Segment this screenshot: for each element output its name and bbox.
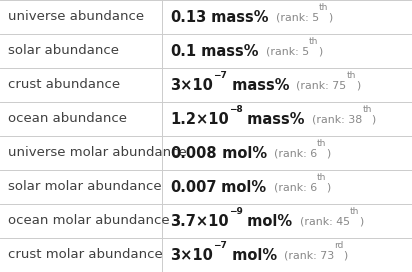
Text: 0.007: 0.007 xyxy=(170,180,216,194)
Text: th: th xyxy=(346,71,356,80)
Text: (rank: 38: (rank: 38 xyxy=(305,114,362,124)
Text: mass%: mass% xyxy=(227,78,289,92)
Text: th: th xyxy=(350,207,359,216)
Text: ): ) xyxy=(359,216,363,226)
Text: solar abundance: solar abundance xyxy=(8,45,119,57)
Text: crust abundance: crust abundance xyxy=(8,79,120,91)
Text: −7: −7 xyxy=(213,71,227,80)
Text: ): ) xyxy=(326,182,330,192)
Text: th: th xyxy=(317,173,326,182)
Text: solar molar abundance: solar molar abundance xyxy=(8,181,162,193)
Text: mol%: mol% xyxy=(216,180,267,194)
Text: ): ) xyxy=(344,250,348,260)
Text: ): ) xyxy=(328,12,332,22)
Text: ocean molar abundance: ocean molar abundance xyxy=(8,215,170,227)
Text: mass%: mass% xyxy=(206,10,269,24)
Text: th: th xyxy=(309,37,318,46)
Text: 3×10: 3×10 xyxy=(170,248,213,262)
Text: ): ) xyxy=(356,80,360,90)
Text: ): ) xyxy=(318,46,322,56)
Text: mol%: mol% xyxy=(217,146,267,160)
Text: 0.008: 0.008 xyxy=(170,146,217,160)
Text: (rank: 6: (rank: 6 xyxy=(267,182,317,192)
Text: (rank: 73: (rank: 73 xyxy=(277,250,334,260)
Text: −8: −8 xyxy=(229,105,243,114)
Text: crust molar abundance: crust molar abundance xyxy=(8,249,163,261)
Text: 3×10: 3×10 xyxy=(170,78,213,92)
Text: 0.13: 0.13 xyxy=(170,10,206,24)
Text: −9: −9 xyxy=(229,207,243,216)
Text: (rank: 5: (rank: 5 xyxy=(269,12,319,22)
Text: (rank: 6: (rank: 6 xyxy=(267,148,317,158)
Text: ): ) xyxy=(372,114,376,124)
Text: th: th xyxy=(362,105,372,114)
Text: (rank: 5: (rank: 5 xyxy=(259,46,309,56)
Text: universe molar abundance: universe molar abundance xyxy=(8,147,187,159)
Text: 0.1: 0.1 xyxy=(170,44,196,58)
Text: mol%: mol% xyxy=(243,214,293,228)
Text: ): ) xyxy=(326,148,330,158)
Text: universe abundance: universe abundance xyxy=(8,11,144,23)
Text: th: th xyxy=(319,3,328,12)
Text: ocean abundance: ocean abundance xyxy=(8,113,127,125)
Text: (rank: 75: (rank: 75 xyxy=(289,80,346,90)
Text: rd: rd xyxy=(334,241,344,250)
Text: mass%: mass% xyxy=(196,44,259,58)
Text: −7: −7 xyxy=(213,241,227,250)
Text: 3.7×10: 3.7×10 xyxy=(170,214,229,228)
Text: 1.2×10: 1.2×10 xyxy=(170,112,229,126)
Text: mol%: mol% xyxy=(227,248,277,262)
Text: (rank: 45: (rank: 45 xyxy=(293,216,350,226)
Text: th: th xyxy=(317,139,326,148)
Text: mass%: mass% xyxy=(243,112,305,126)
